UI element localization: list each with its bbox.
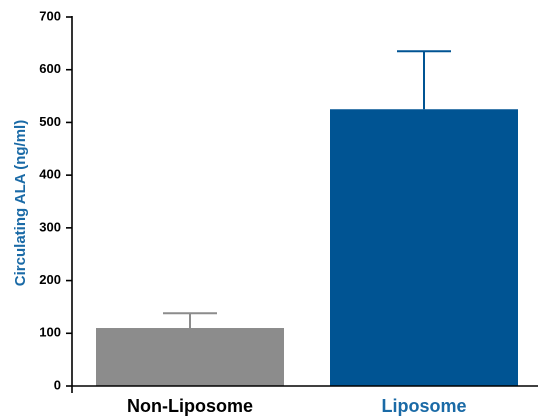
bar-liposome bbox=[330, 109, 518, 386]
y-tick-label: 500 bbox=[39, 114, 61, 129]
y-tick-label: 600 bbox=[39, 61, 61, 76]
y-tick-label: 100 bbox=[39, 325, 61, 340]
y-tick-label: 300 bbox=[39, 219, 61, 234]
y-tick-label: 700 bbox=[39, 8, 61, 23]
error-bars bbox=[163, 50, 451, 329]
y-axis-title: Circulating ALA (ng/ml) bbox=[12, 120, 29, 286]
y-axis-ticks: 0 100 200 300 400 500 600 700 bbox=[39, 8, 72, 392]
y-tick-label: 200 bbox=[39, 272, 61, 287]
y-tick-label: 400 bbox=[39, 167, 61, 182]
category-labels: Non-Liposome Liposome bbox=[127, 396, 467, 416]
category-label: Liposome bbox=[381, 396, 466, 416]
bar-non-liposome bbox=[96, 328, 284, 386]
bars bbox=[96, 109, 518, 386]
y-tick-label: 0 bbox=[54, 377, 61, 392]
category-label: Non-Liposome bbox=[127, 396, 253, 416]
